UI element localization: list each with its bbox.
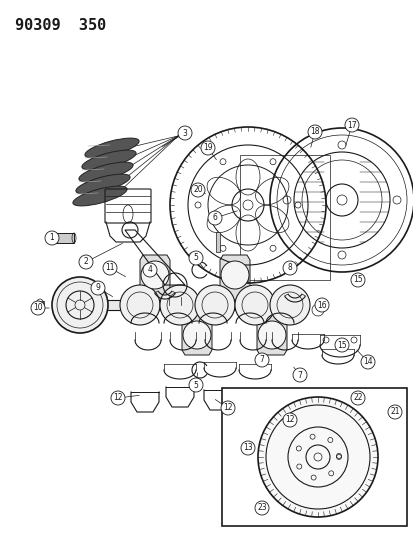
Text: 1: 1 [50,233,54,243]
Circle shape [269,285,309,325]
Text: 13: 13 [242,443,252,453]
Text: 23: 23 [256,504,266,513]
Text: 18: 18 [309,127,319,136]
Text: 10: 10 [33,303,43,312]
Text: 7: 7 [297,370,302,379]
Circle shape [91,281,105,295]
Text: 15: 15 [336,341,346,350]
Circle shape [207,211,221,225]
Circle shape [221,401,235,415]
Text: 8: 8 [287,263,292,272]
Circle shape [360,355,374,369]
Circle shape [387,405,401,419]
Text: 21: 21 [389,408,399,416]
Text: 20: 20 [193,185,202,195]
Text: 19: 19 [203,143,212,152]
Text: 2: 2 [83,257,88,266]
Polygon shape [219,255,249,300]
Circle shape [111,391,125,405]
Circle shape [189,378,202,392]
Polygon shape [182,310,211,355]
Circle shape [314,298,328,312]
Circle shape [254,353,268,367]
Bar [221,388,406,526]
Circle shape [334,338,348,352]
Circle shape [292,368,306,382]
Circle shape [282,261,296,275]
Circle shape [189,251,202,265]
Circle shape [142,263,157,277]
Text: 17: 17 [347,120,356,130]
Polygon shape [256,310,286,355]
Circle shape [183,321,211,349]
Text: 12: 12 [223,403,232,413]
Circle shape [79,255,93,269]
Circle shape [52,277,108,333]
Polygon shape [70,300,304,310]
Circle shape [120,285,159,325]
Text: 4: 4 [147,265,152,274]
Bar [240,155,329,280]
Polygon shape [216,232,219,252]
Circle shape [201,141,214,155]
Text: 14: 14 [362,358,372,367]
Text: 22: 22 [352,393,362,402]
Polygon shape [36,301,44,309]
Circle shape [282,413,296,427]
Circle shape [235,285,274,325]
Circle shape [31,301,45,315]
Circle shape [254,501,268,515]
Circle shape [240,441,254,455]
Ellipse shape [73,186,127,206]
Circle shape [307,125,321,139]
Circle shape [350,391,364,405]
Circle shape [190,183,204,197]
Text: 9: 9 [95,284,100,293]
Circle shape [45,231,59,245]
Ellipse shape [82,150,136,170]
Circle shape [221,261,248,289]
Text: 5: 5 [193,254,198,262]
Text: 11: 11 [105,263,114,272]
Text: 5: 5 [193,381,198,390]
Ellipse shape [79,162,133,182]
Text: 12: 12 [113,393,122,402]
Circle shape [159,285,199,325]
Text: 6: 6 [212,214,217,222]
Circle shape [257,397,377,517]
Text: 12: 12 [285,416,294,424]
Circle shape [257,321,285,349]
Text: 3: 3 [182,128,187,138]
Circle shape [350,273,364,287]
Circle shape [195,285,235,325]
Polygon shape [56,233,74,243]
Circle shape [103,261,117,275]
Polygon shape [140,255,170,300]
Text: 90309  350: 90309 350 [15,18,106,33]
Text: 16: 16 [316,301,326,310]
Text: 15: 15 [352,276,362,285]
Ellipse shape [76,174,130,194]
Circle shape [344,118,358,132]
Ellipse shape [85,138,139,158]
Circle shape [141,261,169,289]
Text: 7: 7 [259,356,264,365]
Circle shape [178,126,192,140]
